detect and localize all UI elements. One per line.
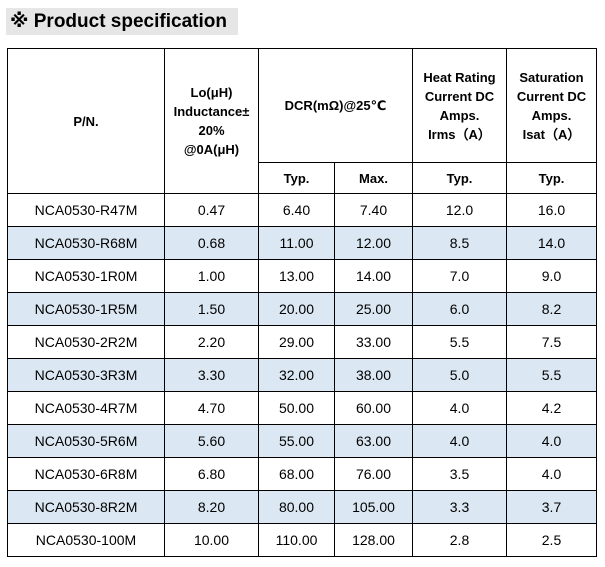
cell-part-number: NCA0530-4R7M [7, 391, 165, 425]
cell-isat-typ: 4.0 [506, 424, 597, 458]
cell-irms-typ: 4.0 [412, 424, 507, 458]
cell-dcr-typ: 29.00 [258, 325, 335, 359]
cell-isat-typ: 16.0 [506, 193, 597, 227]
header-inductance: Lo(μH) Inductance± 20% @0A(μH) [164, 48, 259, 194]
table-row: NCA0530-2R2M 2.20 29.00 33.00 5.5 7.5 [7, 325, 597, 359]
cell-dcr-typ: 50.00 [258, 391, 335, 425]
cell-dcr-max: 63.00 [334, 424, 413, 458]
table-row: NCA0530-1R5M 1.50 20.00 25.00 6.0 8.2 [7, 292, 597, 326]
cell-dcr-max: 14.00 [334, 259, 413, 293]
header-isat-typ: Typ. [506, 162, 597, 194]
cell-isat-typ: 7.5 [506, 325, 597, 359]
cell-inductance: 4.70 [164, 391, 259, 425]
cell-dcr-max: 38.00 [334, 358, 413, 392]
cell-dcr-typ: 55.00 [258, 424, 335, 458]
header-heat-rating: Heat Rating Current DC Amps. Irms（A） [412, 48, 507, 163]
table-row: NCA0530-1R0M 1.00 13.00 14.00 7.0 9.0 [7, 259, 597, 293]
cell-part-number: NCA0530-100M [7, 523, 165, 557]
cell-irms-typ: 8.5 [412, 226, 507, 260]
table-row: NCA0530-3R3M 3.30 32.00 38.00 5.0 5.5 [7, 358, 597, 392]
cell-irms-typ: 3.5 [412, 457, 507, 491]
table-row: NCA0530-6R8M 6.80 68.00 76.00 3.5 4.0 [7, 457, 597, 491]
cell-isat-typ: 9.0 [506, 259, 597, 293]
header-saturation: Saturation Current DC Amps. Isat（A） [506, 48, 597, 163]
cell-part-number: NCA0530-5R6M [7, 424, 165, 458]
table-row: NCA0530-100M 10.00 110.00 128.00 2.8 2.5 [7, 523, 597, 557]
cell-part-number: NCA0530-6R8M [7, 457, 165, 491]
cell-irms-typ: 5.5 [412, 325, 507, 359]
cell-dcr-typ: 110.00 [258, 523, 335, 557]
cell-dcr-typ: 68.00 [258, 457, 335, 491]
cell-irms-typ: 6.0 [412, 292, 507, 326]
cell-isat-typ: 5.5 [506, 358, 597, 392]
header-dcr: DCR(mΩ)@25℃ [258, 48, 413, 163]
section-title: ※ Product specification [6, 8, 238, 35]
table-row: NCA0530-R68M 0.68 11.00 12.00 8.5 14.0 [7, 226, 597, 260]
cell-dcr-max: 7.40 [334, 193, 413, 227]
table-row: NCA0530-8R2M 8.20 80.00 105.00 3.3 3.7 [7, 490, 597, 524]
cell-inductance: 1.00 [164, 259, 259, 293]
cell-isat-typ: 4.0 [506, 457, 597, 491]
header-irms-typ: Typ. [412, 162, 507, 194]
cell-dcr-max: 60.00 [334, 391, 413, 425]
header-dcr-typ: Typ. [258, 162, 335, 194]
cell-isat-typ: 3.7 [506, 490, 597, 524]
cell-irms-typ: 4.0 [412, 391, 507, 425]
cell-irms-typ: 2.8 [412, 523, 507, 557]
cell-dcr-max: 33.00 [334, 325, 413, 359]
cell-inductance: 0.68 [164, 226, 259, 260]
spec-table: P/N. Lo(μH) Inductance± 20% @0A(μH) DCR(… [7, 48, 597, 557]
cell-isat-typ: 2.5 [506, 523, 597, 557]
cell-part-number: NCA0530-R68M [7, 226, 165, 260]
cell-dcr-max: 12.00 [334, 226, 413, 260]
cell-dcr-max: 76.00 [334, 457, 413, 491]
cell-inductance: 3.30 [164, 358, 259, 392]
cell-irms-typ: 12.0 [412, 193, 507, 227]
cell-dcr-typ: 11.00 [258, 226, 335, 260]
cell-dcr-max: 105.00 [334, 490, 413, 524]
table-row: NCA0530-R47M 0.47 6.40 7.40 12.0 16.0 [7, 193, 597, 227]
cell-dcr-typ: 13.00 [258, 259, 335, 293]
header-pn: P/N. [7, 48, 165, 194]
cell-inductance: 2.20 [164, 325, 259, 359]
cell-inductance: 0.47 [164, 193, 259, 227]
cell-part-number: NCA0530-1R5M [7, 292, 165, 326]
cell-isat-typ: 4.2 [506, 391, 597, 425]
cell-dcr-typ: 6.40 [258, 193, 335, 227]
cell-dcr-typ: 80.00 [258, 490, 335, 524]
cell-inductance: 8.20 [164, 490, 259, 524]
cell-inductance: 10.00 [164, 523, 259, 557]
cell-part-number: NCA0530-1R0M [7, 259, 165, 293]
cell-irms-typ: 5.0 [412, 358, 507, 392]
cell-isat-typ: 14.0 [506, 226, 597, 260]
cell-dcr-typ: 20.00 [258, 292, 335, 326]
cell-part-number: NCA0530-3R3M [7, 358, 165, 392]
cell-irms-typ: 7.0 [412, 259, 507, 293]
cell-part-number: NCA0530-R47M [7, 193, 165, 227]
cell-dcr-max: 128.00 [334, 523, 413, 557]
cell-isat-typ: 8.2 [506, 292, 597, 326]
table-row: NCA0530-5R6M 5.60 55.00 63.00 4.0 4.0 [7, 424, 597, 458]
cell-inductance: 1.50 [164, 292, 259, 326]
header-dcr-max: Max. [334, 162, 413, 194]
cell-inductance: 5.60 [164, 424, 259, 458]
spec-table-body: NCA0530-R47M 0.47 6.40 7.40 12.0 16.0 NCA0530-… [7, 193, 597, 557]
cell-dcr-typ: 32.00 [258, 358, 335, 392]
cell-inductance: 6.80 [164, 457, 259, 491]
table-row: NCA0530-4R7M 4.70 50.00 60.00 4.0 4.2 [7, 391, 597, 425]
cell-dcr-max: 25.00 [334, 292, 413, 326]
cell-part-number: NCA0530-8R2M [7, 490, 165, 524]
cell-part-number: NCA0530-2R2M [7, 325, 165, 359]
cell-irms-typ: 3.3 [412, 490, 507, 524]
